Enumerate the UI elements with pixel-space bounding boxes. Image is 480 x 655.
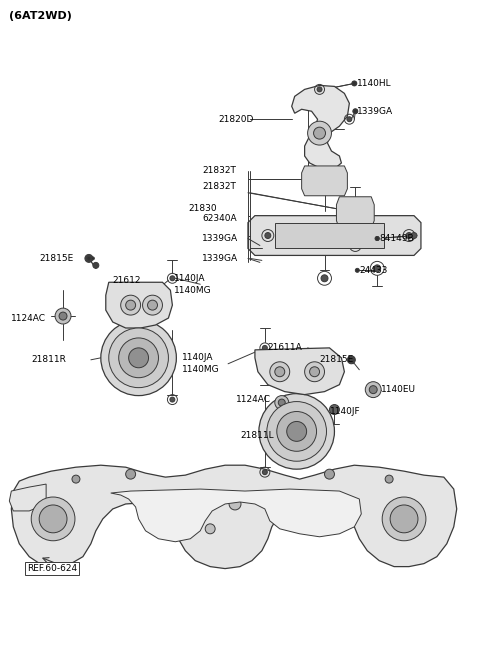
- Circle shape: [109, 328, 168, 388]
- Circle shape: [374, 265, 381, 272]
- Circle shape: [205, 524, 215, 534]
- Text: 1339GA: 1339GA: [357, 107, 394, 116]
- Circle shape: [55, 308, 71, 324]
- Text: 1124AC: 1124AC: [12, 314, 47, 322]
- Circle shape: [119, 338, 158, 378]
- Circle shape: [91, 257, 95, 260]
- Polygon shape: [255, 348, 344, 394]
- Polygon shape: [106, 282, 172, 328]
- Circle shape: [101, 320, 176, 396]
- Circle shape: [390, 505, 418, 533]
- Circle shape: [347, 117, 352, 122]
- Text: 21611A: 21611A: [268, 343, 302, 352]
- Circle shape: [229, 498, 241, 510]
- Circle shape: [275, 367, 285, 377]
- Circle shape: [126, 469, 136, 479]
- Circle shape: [352, 81, 356, 85]
- Circle shape: [87, 256, 91, 261]
- Text: 21832T: 21832T: [202, 182, 236, 191]
- Text: REF.60-624: REF.60-624: [27, 564, 77, 573]
- Circle shape: [39, 505, 67, 533]
- Circle shape: [263, 470, 267, 475]
- Text: 1124AC: 1124AC: [236, 395, 271, 404]
- Text: 21612: 21612: [113, 276, 141, 285]
- Circle shape: [270, 362, 290, 382]
- Text: 21815E: 21815E: [320, 355, 354, 364]
- Circle shape: [168, 501, 183, 517]
- Text: 24433: 24433: [360, 266, 388, 275]
- Text: 21811R: 21811R: [31, 355, 66, 364]
- Circle shape: [259, 394, 335, 469]
- Circle shape: [278, 399, 285, 406]
- Polygon shape: [12, 465, 457, 569]
- Text: 1140EU: 1140EU: [381, 385, 416, 394]
- Circle shape: [265, 233, 271, 238]
- Circle shape: [147, 300, 157, 310]
- Circle shape: [277, 411, 316, 451]
- Text: 21832T: 21832T: [202, 166, 236, 176]
- Polygon shape: [292, 85, 349, 169]
- Circle shape: [353, 109, 357, 113]
- Text: 62340A: 62340A: [202, 214, 237, 223]
- Text: 21811L: 21811L: [240, 431, 274, 440]
- Circle shape: [287, 421, 307, 441]
- Polygon shape: [301, 166, 348, 196]
- Circle shape: [143, 295, 162, 315]
- Circle shape: [406, 233, 412, 238]
- Circle shape: [385, 475, 393, 483]
- Circle shape: [352, 81, 357, 86]
- Circle shape: [317, 87, 322, 92]
- Circle shape: [369, 386, 377, 394]
- Circle shape: [267, 402, 326, 461]
- Text: 1140HL: 1140HL: [357, 79, 392, 88]
- Text: 1339GA: 1339GA: [202, 254, 239, 263]
- Circle shape: [170, 276, 175, 281]
- Circle shape: [375, 236, 379, 240]
- Circle shape: [411, 233, 417, 238]
- Text: 1140MG: 1140MG: [174, 286, 212, 295]
- Text: 21830: 21830: [188, 204, 217, 213]
- Circle shape: [129, 348, 148, 367]
- Circle shape: [93, 263, 99, 269]
- Polygon shape: [248, 215, 421, 255]
- Text: 21820D: 21820D: [218, 115, 253, 124]
- Text: 1339GA: 1339GA: [202, 234, 239, 243]
- Circle shape: [85, 254, 93, 263]
- Polygon shape: [111, 489, 361, 542]
- Circle shape: [126, 300, 136, 310]
- Circle shape: [72, 475, 80, 483]
- Circle shape: [275, 396, 288, 409]
- Text: 1140JA: 1140JA: [174, 274, 206, 283]
- Bar: [275, 223, 384, 248]
- Text: 1140MG: 1140MG: [182, 365, 220, 374]
- Circle shape: [352, 242, 358, 248]
- Circle shape: [382, 497, 426, 541]
- Text: 21815E: 21815E: [39, 254, 73, 263]
- Text: (6AT2WD): (6AT2WD): [9, 11, 72, 21]
- Text: 1140JF: 1140JF: [329, 407, 360, 416]
- Circle shape: [31, 497, 75, 541]
- Circle shape: [365, 382, 381, 398]
- Polygon shape: [336, 196, 374, 229]
- Circle shape: [324, 469, 335, 479]
- Circle shape: [321, 275, 328, 282]
- Circle shape: [170, 397, 175, 402]
- Circle shape: [313, 127, 325, 139]
- Circle shape: [305, 362, 324, 382]
- Circle shape: [277, 499, 293, 515]
- Circle shape: [310, 367, 320, 377]
- Circle shape: [59, 312, 67, 320]
- Circle shape: [353, 109, 358, 114]
- Circle shape: [348, 356, 355, 364]
- Text: 1140JA: 1140JA: [182, 353, 214, 362]
- Polygon shape: [9, 484, 46, 511]
- Circle shape: [329, 405, 339, 415]
- Circle shape: [375, 236, 379, 240]
- Circle shape: [355, 269, 360, 272]
- Circle shape: [308, 121, 332, 145]
- Circle shape: [120, 295, 141, 315]
- Text: 84149B: 84149B: [379, 234, 414, 243]
- Circle shape: [263, 345, 267, 350]
